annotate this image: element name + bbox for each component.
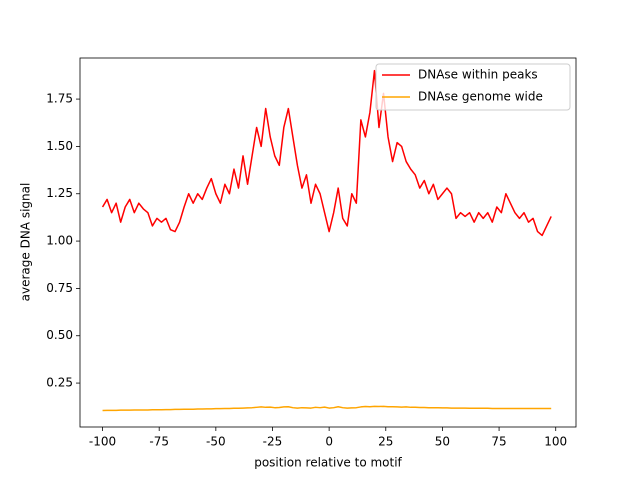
y-tick-label: 0.75 xyxy=(46,281,73,295)
y-tick-label: 0.50 xyxy=(46,328,73,342)
x-tick-label: 0 xyxy=(325,435,333,449)
series-line xyxy=(102,405,552,412)
x-tick-label: -50 xyxy=(206,435,226,449)
plot-frame xyxy=(79,57,577,428)
y-tick-label: 0.25 xyxy=(46,376,73,390)
legend-box xyxy=(375,63,571,111)
x-tick-label: 100 xyxy=(544,435,567,449)
y-tick-label: 1.50 xyxy=(46,139,73,153)
x-tick-label: -100 xyxy=(89,435,116,449)
x-tick-label: 75 xyxy=(491,435,506,449)
y-tick-label: 1.00 xyxy=(46,234,73,248)
x-tick-label: -25 xyxy=(263,435,283,449)
y-tick-label: 1.25 xyxy=(46,186,73,200)
x-axis-label: position relative to motif xyxy=(254,456,402,470)
legend-label: DNAse genome wide xyxy=(418,90,543,104)
x-tick-label: -75 xyxy=(149,435,169,449)
legend-label: DNAse within peaks xyxy=(418,68,538,82)
x-tick-label: 25 xyxy=(378,435,393,449)
y-tick-label: 1.75 xyxy=(46,92,73,106)
series-line xyxy=(101,69,552,237)
y-axis-label: average DNA signal xyxy=(19,183,33,302)
x-tick-label: 50 xyxy=(435,435,450,449)
